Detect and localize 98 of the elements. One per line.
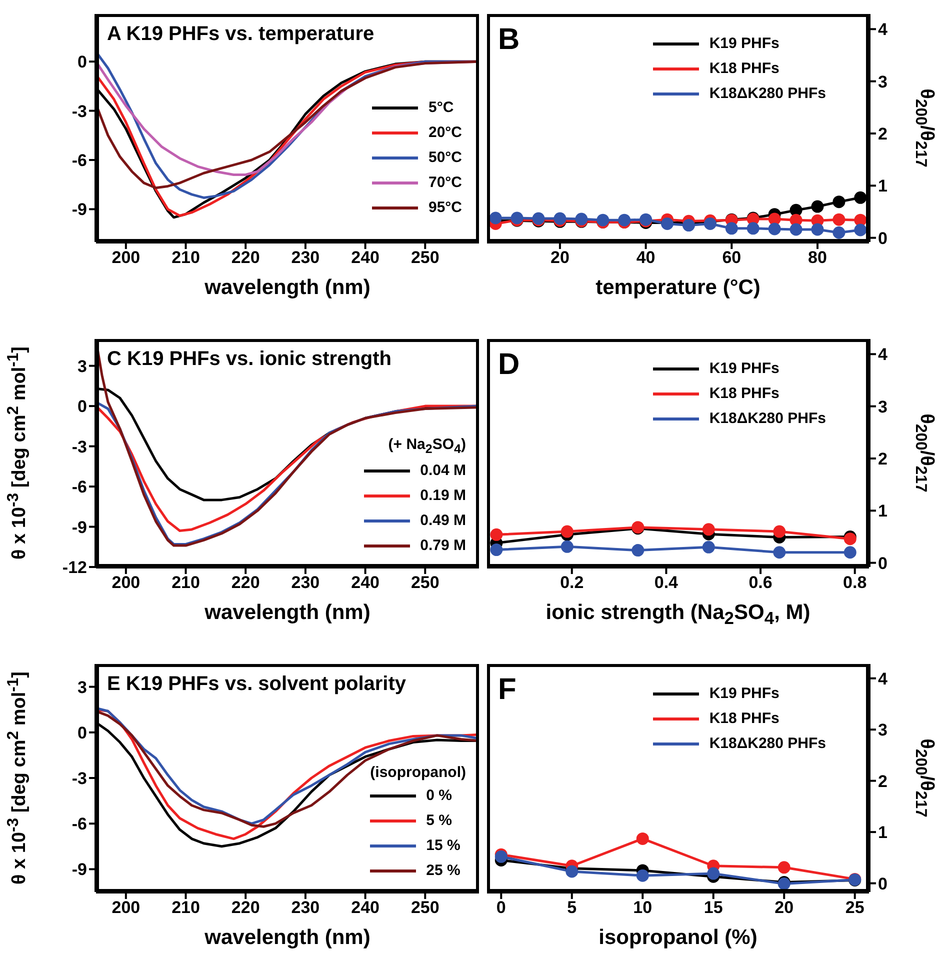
y-tick-label: -3 (72, 102, 87, 121)
y-tick-label: 1 (878, 823, 888, 842)
y-tick-label: 0 (78, 397, 87, 416)
y-tick-label: 3 (78, 678, 87, 697)
legend-label: 50°C (428, 149, 462, 166)
legend-label: 0.04 M (420, 462, 466, 479)
y-tick-label: -9 (72, 518, 87, 537)
chart-title: A K19 PHFs vs. temperature (107, 23, 374, 46)
x-tick-label: 20 (774, 898, 794, 918)
legend-label: K19 PHFs (709, 685, 780, 702)
y-tick-label: 2 (878, 450, 888, 469)
y-tick-label: -9 (72, 860, 87, 880)
legend-label: K18ΔK280 PHFs (709, 85, 826, 102)
x-tick-label: 230 (291, 573, 320, 592)
legend-label: 70°C (428, 174, 462, 191)
x-tick-label: 0.2 (560, 573, 584, 592)
y-tick-label: -6 (72, 478, 87, 497)
chart-title: D (498, 348, 520, 382)
chart-title: F (498, 673, 516, 707)
legend-label: 95°C (428, 199, 462, 216)
x-tick-label: 200 (112, 248, 140, 268)
x-axis-title: wavelength (nm) (204, 926, 372, 950)
legend-label: K19 PHFs (709, 360, 780, 377)
legend-title: (isopropanol) (370, 764, 466, 781)
x-tick-label: 5 (567, 898, 577, 918)
chart-title: B (498, 23, 520, 57)
legend-label: 0.79 M (420, 537, 466, 554)
legend-label: K19 PHFs (709, 35, 780, 52)
legend-label: 5 % (426, 812, 452, 829)
y-tick-label: 3 (878, 72, 888, 92)
legend-label: 15 % (426, 837, 460, 854)
x-axis-title: wavelength (nm) (204, 601, 372, 625)
x-tick-label: 240 (351, 573, 380, 592)
x-tick-label: 230 (291, 898, 320, 918)
y-tick-label: 0 (878, 554, 888, 573)
x-axis-title: isopropanol (%) (598, 926, 758, 950)
x-tick-label: 20 (550, 248, 570, 268)
y-tick-label: 1 (878, 176, 888, 196)
legend-label: K18 PHFs (709, 385, 780, 402)
legend-label: 25 % (426, 862, 460, 879)
x-tick-label: 0 (496, 898, 506, 918)
y-tick-label: -6 (72, 151, 87, 170)
x-tick-label: 240 (351, 248, 380, 268)
x-tick-label: 220 (231, 248, 260, 268)
legend-title: (+ Na$_{2}$SO$_{4}$) (387, 436, 466, 456)
x-tick-label: 200 (112, 898, 140, 918)
chart-title: C K19 PHFs vs. ionic strength (107, 348, 392, 371)
y-tick-label: -12 (62, 558, 87, 578)
y-tick-label: 0 (78, 723, 87, 742)
chart-title: E K19 PHFs vs. solvent polarity (107, 673, 406, 696)
x-tick-label: 200 (112, 573, 140, 592)
x-tick-label: 250 (410, 248, 440, 268)
y-tick-label: -9 (72, 200, 87, 220)
x-tick-label: 220 (231, 898, 260, 918)
legend-label: 0.19 M (420, 487, 466, 504)
x-tick-label: 210 (172, 248, 200, 268)
y-tick-label: 0 (878, 874, 888, 894)
x-tick-label: 25 (845, 898, 864, 918)
legend-label: 0.49 M (420, 512, 466, 529)
y-tick-label: -3 (72, 769, 87, 788)
y-tick-label: 3 (78, 356, 87, 376)
x-tick-label: 210 (172, 573, 200, 592)
y-tick-label: 4 (878, 669, 888, 688)
x-tick-label: 220 (231, 573, 260, 592)
y-tick-label: 3 (878, 720, 888, 740)
y-tick-label: 3 (878, 397, 888, 416)
y-tick-label: 0 (878, 228, 888, 248)
legend-label: K18ΔK280 PHFs (709, 410, 826, 427)
x-tick-label: 240 (351, 898, 380, 918)
y-tick-label: -3 (72, 437, 87, 456)
legend-label: 5°C (428, 99, 454, 116)
x-tick-label: 40 (636, 248, 656, 268)
legend-label: K18 PHFs (709, 60, 780, 77)
x-tick-label: 0.4 (654, 573, 679, 592)
x-tick-label: 15 (704, 898, 723, 918)
x-tick-label: 80 (808, 248, 827, 268)
y-tick-label: 0 (78, 52, 87, 72)
y-tick-label: 4 (878, 20, 888, 40)
x-axis-title: wavelength (nm) (204, 276, 372, 300)
x-tick-label: 0.6 (748, 573, 772, 592)
x-tick-label: 230 (291, 248, 320, 268)
legend-label: K18 PHFs (709, 710, 780, 727)
x-axis-title: temperature (°C) (594, 276, 762, 300)
legend-label: K18ΔK280 PHFs (709, 735, 826, 752)
x-tick-label: 210 (172, 898, 200, 918)
y-tick-label: -6 (72, 814, 87, 834)
legend-label: 0 % (426, 787, 452, 804)
x-tick-label: 10 (633, 898, 652, 918)
y-tick-label: 2 (878, 772, 888, 791)
x-tick-label: 250 (410, 573, 440, 592)
y-tick-label: 1 (878, 502, 888, 521)
x-axis-title: ionic strength (Na$_{2}$SO$_{4}$, M) (544, 601, 812, 630)
x-tick-label: 250 (410, 898, 440, 918)
x-tick-label: 0.8 (843, 573, 867, 592)
legend-label: 20°C (428, 124, 462, 141)
x-tick-label: 60 (722, 248, 742, 268)
y-tick-label: 4 (878, 345, 888, 364)
y-tick-label: 2 (878, 124, 888, 144)
